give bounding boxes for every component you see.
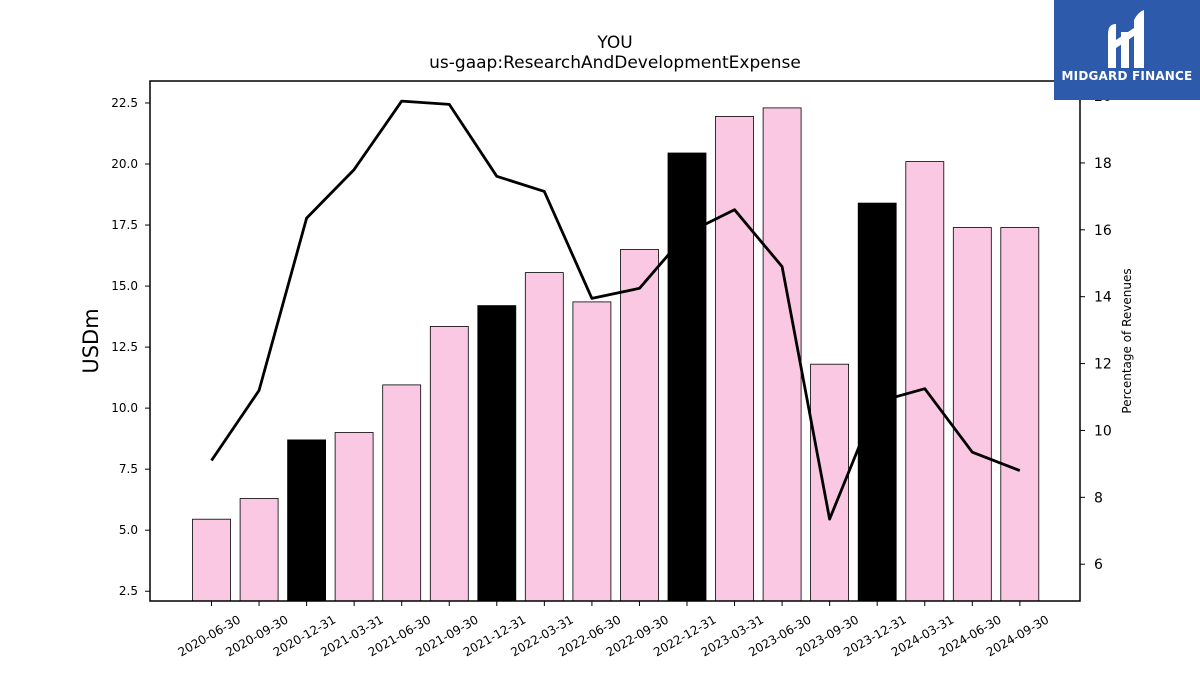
- y-right-tick-label: 16: [1094, 223, 1112, 239]
- y-right-tick-label: 18: [1094, 156, 1112, 172]
- chart-subtitle: us-gaap:ResearchAndDevelopmentExpense: [429, 53, 801, 73]
- plot-frame: [149, 80, 1081, 602]
- bar-2023-03-31: [715, 116, 754, 602]
- revenue-percentage-line: [210, 99, 1021, 521]
- line-group: [210, 99, 1021, 521]
- bar-2021-03-31: [334, 432, 374, 602]
- bar-2021-12-31: [477, 305, 517, 602]
- y-tick-label: 5.0: [119, 523, 138, 537]
- y-right-tick-label: 14: [1094, 290, 1112, 306]
- brand-logo: MIDGARD FINANCE: [1054, 0, 1200, 100]
- bar-2023-09-30: [810, 363, 849, 602]
- x-axis: 2020-06-302020-09-302020-12-312021-03-31…: [176, 601, 1051, 659]
- y-tick-label: 17.5: [111, 218, 138, 232]
- y-tick-label: 15.0: [111, 279, 138, 293]
- y-tick-label: 10.0: [111, 401, 138, 415]
- y-right-tick-label: 10: [1094, 423, 1112, 439]
- bar-2020-06-30: [192, 518, 231, 602]
- bar-2020-12-31: [287, 439, 327, 602]
- y-tick-label: 7.5: [119, 462, 138, 476]
- bar-2022-12-31: [667, 152, 707, 602]
- y-axis-label: USDm: [79, 308, 103, 373]
- bar-2022-03-31: [524, 272, 564, 602]
- bar-2023-06-30: [762, 107, 802, 602]
- y-right-tick-label: 12: [1094, 357, 1112, 373]
- y-right-tick-label: 6: [1094, 557, 1103, 573]
- bar-group: [192, 107, 1040, 602]
- bar-2024-03-31: [905, 161, 945, 602]
- y-right-tick-label: 8: [1094, 490, 1103, 506]
- y-axis-left: 2.5 5.0 7.5 10.0 12.5 15.0 17.5 20.0 22.5: [111, 96, 150, 598]
- y-tick-label: 20.0: [111, 157, 138, 171]
- bar-2024-06-30: [952, 227, 992, 602]
- y-tick-label: 12.5: [111, 340, 138, 354]
- bar-2020-09-30: [239, 498, 279, 602]
- logo-mark-icon: [1108, 10, 1144, 68]
- bar-2024-09-30: [1000, 227, 1040, 602]
- logo-text: MIDGARD FINANCE: [1061, 69, 1193, 83]
- y-tick-label: 22.5: [111, 96, 138, 110]
- bar-2021-06-30: [382, 384, 422, 602]
- bar-2022-06-30: [572, 301, 612, 602]
- y-tick-label: 2.5: [119, 584, 138, 598]
- chart-title: YOU: [596, 33, 632, 53]
- bar-2021-09-30: [429, 325, 469, 602]
- y-axis-right-label: Percentage of Revenues: [1120, 268, 1134, 413]
- bar-2022-09-30: [620, 249, 659, 602]
